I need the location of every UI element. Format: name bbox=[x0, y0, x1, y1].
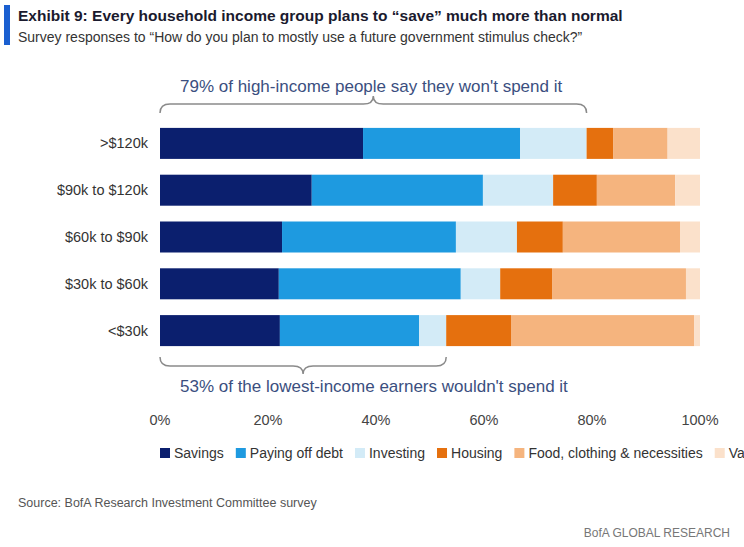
x-tick bbox=[160, 400, 161, 403]
category-label: >$120k bbox=[100, 135, 149, 151]
legend-swatch bbox=[160, 448, 170, 458]
bar-segment bbox=[483, 175, 553, 206]
bar-segment bbox=[613, 128, 668, 159]
bar-segment bbox=[587, 128, 613, 159]
category-label: $90k to $120k bbox=[57, 182, 149, 198]
bar-segment bbox=[160, 128, 363, 159]
annotation: 79% of high-income people say they won't… bbox=[180, 77, 562, 96]
bar-segment bbox=[160, 175, 312, 206]
legend-swatch bbox=[437, 448, 447, 458]
x-tick-label: 60% bbox=[469, 412, 498, 428]
category-label: <$30k bbox=[108, 323, 149, 339]
legend-label: Investing bbox=[369, 445, 425, 461]
legend-label: Savings bbox=[174, 445, 224, 461]
bar-segment bbox=[553, 175, 597, 206]
bar-segment bbox=[694, 315, 700, 346]
legend-swatch bbox=[514, 448, 524, 458]
x-tick-label: 40% bbox=[361, 412, 390, 428]
title-accent bbox=[4, 5, 10, 45]
bar-segment bbox=[668, 128, 700, 159]
x-tick-label: 100% bbox=[681, 412, 718, 428]
subtitle: Survey responses to “How do you plan to … bbox=[18, 29, 582, 45]
bar-segment bbox=[282, 222, 456, 253]
bars bbox=[160, 128, 700, 346]
x-tick bbox=[484, 400, 485, 403]
annotation-brace bbox=[160, 96, 587, 113]
bar-segment bbox=[680, 222, 700, 253]
chart: Exhibit 9: Every household income group … bbox=[0, 0, 744, 547]
x-tick-label: 0% bbox=[150, 412, 171, 428]
annotation-brace bbox=[160, 357, 446, 374]
bar-segment bbox=[160, 268, 279, 299]
x-tick bbox=[268, 400, 269, 403]
legend-label: Housing bbox=[451, 445, 502, 461]
bar-segment bbox=[446, 315, 511, 346]
x-tick bbox=[376, 400, 377, 403]
x-tick-label: 20% bbox=[253, 412, 282, 428]
bar-segment bbox=[363, 128, 520, 159]
legend-label: Paying off debt bbox=[250, 445, 343, 461]
legend-swatch bbox=[236, 448, 246, 458]
source: Source: BofA Research Investment Committ… bbox=[18, 496, 317, 510]
bar-segment bbox=[461, 268, 500, 299]
bar-segment bbox=[552, 268, 686, 299]
bar-segment bbox=[279, 268, 461, 299]
bar-segment bbox=[511, 315, 694, 346]
bar-segment bbox=[517, 222, 563, 253]
bar-segment bbox=[160, 315, 280, 346]
bar-segment bbox=[312, 175, 483, 206]
bar-segment bbox=[686, 268, 700, 299]
legend-label: Food, clothing & necessities bbox=[528, 445, 702, 461]
legend-swatch bbox=[715, 448, 725, 458]
bar-segment bbox=[419, 315, 446, 346]
legend-swatch bbox=[355, 448, 365, 458]
bar-segment bbox=[160, 222, 282, 253]
x-tick bbox=[700, 400, 701, 403]
x-tick bbox=[592, 400, 593, 403]
legend-label: Vacation/travel bbox=[729, 445, 744, 461]
bar-segment bbox=[675, 175, 700, 206]
bar-segment bbox=[456, 222, 517, 253]
x-tick-label: 80% bbox=[577, 412, 606, 428]
category-label: $60k to $90k bbox=[65, 229, 149, 245]
bar-segment bbox=[563, 222, 680, 253]
bar-segment bbox=[280, 315, 419, 346]
brand: BofA GLOBAL RESEARCH bbox=[584, 526, 730, 540]
title: Exhibit 9: Every household income group … bbox=[18, 7, 623, 24]
annotation: 53% of the lowest-income earners wouldn'… bbox=[180, 377, 568, 396]
category-label: $30k to $60k bbox=[65, 276, 149, 292]
bar-segment bbox=[500, 268, 552, 299]
legend: Savings Paying off debt Investing Housing Fo… bbox=[160, 445, 744, 461]
page: {"chart_data": { "type": "bar", "orienta… bbox=[0, 0, 744, 547]
bar-segment bbox=[597, 175, 675, 206]
bar-segment bbox=[520, 128, 586, 159]
